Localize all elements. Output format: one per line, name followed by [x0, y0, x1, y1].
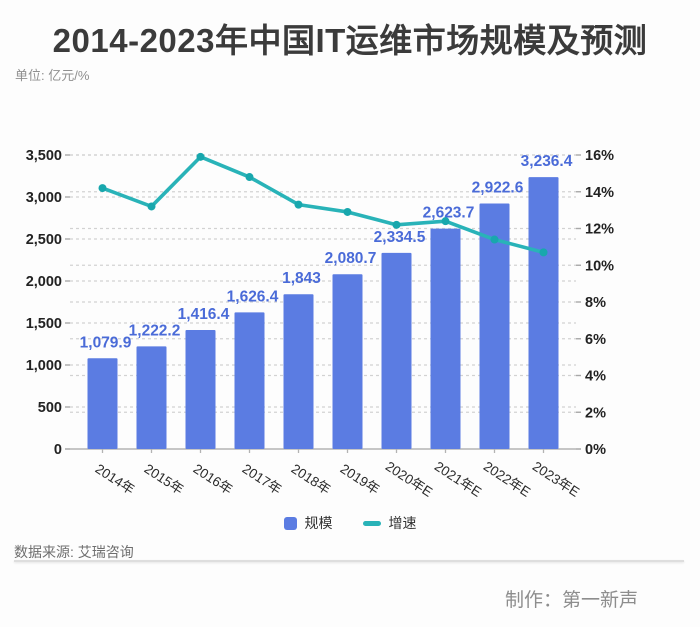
- bar-2014年: [87, 358, 118, 449]
- bar-value-label: 1,222.2: [129, 322, 181, 339]
- growth-point-2020年E: [392, 220, 401, 229]
- page-title: 2014-2023年中国IT运维市场规模及预测: [52, 22, 648, 59]
- right-axis-label: 16%: [585, 148, 614, 164]
- left-axis-label: 3,000: [26, 190, 62, 206]
- bar-value-label: 1,626.4: [227, 288, 279, 305]
- legend-item-bar: 规模: [283, 513, 333, 533]
- chart-legend: 规模 增速: [0, 513, 700, 533]
- bar-value-label: 2,623.7: [423, 205, 475, 222]
- growth-point-2017年: [245, 173, 254, 182]
- bar-value-label: 1,416.4: [178, 306, 230, 323]
- right-axis-label: 12%: [585, 222, 614, 238]
- bar-value-label: 2,334.5: [374, 229, 426, 246]
- right-axis-label: 4%: [585, 369, 606, 385]
- right-axis-label: 6%: [585, 332, 606, 348]
- bar-2021年E: [430, 228, 461, 449]
- growth-point-2016年: [196, 152, 205, 161]
- x-axis-label: 2021年E: [432, 459, 484, 500]
- x-axis-label: 2017年: [240, 461, 285, 497]
- growth-point-2014年: [98, 184, 107, 193]
- bar-2023年E: [528, 177, 559, 449]
- bar-2016年: [185, 330, 216, 449]
- left-axis-label: 0: [54, 442, 62, 458]
- x-axis-label: 2019年: [338, 461, 383, 497]
- growth-point-2019年: [343, 207, 352, 216]
- bar-value-label: 1,079.9: [80, 334, 132, 351]
- left-axis-label: 2,000: [26, 274, 62, 290]
- left-axis-label: 2,500: [26, 232, 62, 248]
- x-axis-label: 2014年: [93, 461, 138, 497]
- bar-2022年E: [479, 203, 510, 449]
- right-axis-label: 14%: [585, 185, 614, 201]
- x-axis-label: 2015年: [142, 461, 187, 497]
- bar-2020年E: [381, 252, 412, 449]
- bar-2015年: [136, 346, 167, 449]
- bar-2019年: [332, 274, 363, 449]
- bar-series-swatch: [283, 516, 297, 530]
- growth-point-2021年E: [441, 217, 450, 226]
- right-axis-label: 8%: [585, 295, 606, 311]
- bar-value-label: 3,236.4: [521, 153, 573, 170]
- growth-point-2023年E: [539, 248, 548, 257]
- right-axis-label: 0%: [585, 442, 606, 458]
- left-axis-label: 500: [38, 400, 62, 416]
- x-axis-label: 2016年: [191, 461, 236, 497]
- x-axis-label: 2022年E: [481, 459, 533, 500]
- unit-label: 单位: 亿元/%: [15, 68, 90, 83]
- growth-point-2018年: [294, 200, 303, 209]
- x-axis-label: 2018年: [289, 461, 334, 497]
- legend-bar-label: 规模: [304, 515, 333, 531]
- legend-line-label: 增速: [388, 515, 417, 531]
- growth-point-2015年: [147, 202, 156, 211]
- growth-line: [100, 155, 546, 255]
- right-axis-label: 2%: [585, 405, 606, 421]
- footer-divider: [14, 560, 684, 562]
- bar-2018年: [283, 294, 314, 449]
- x-axis-label: 2023年E: [530, 459, 582, 500]
- left-axis-label: 3,500: [26, 148, 62, 164]
- bar-value-label: 1,843: [282, 270, 321, 287]
- growth-point-2022年E: [490, 235, 499, 244]
- left-axis-label: 1,500: [26, 316, 62, 332]
- legend-item-line: 增速: [362, 513, 417, 533]
- credit-label: 制作：第一新声: [504, 590, 638, 611]
- bar-value-label: 2,080.7: [325, 250, 377, 267]
- bar-value-label: 2,922.6: [472, 180, 524, 197]
- line-series-swatch: [362, 520, 381, 526]
- bar-2017年: [234, 312, 265, 449]
- left-axis-label: 1,000: [26, 358, 62, 374]
- x-axis-label: 2020年E: [383, 459, 435, 500]
- data-source-label: 数据来源: 艾瑞咨询: [14, 544, 134, 560]
- right-axis-label: 10%: [585, 258, 614, 274]
